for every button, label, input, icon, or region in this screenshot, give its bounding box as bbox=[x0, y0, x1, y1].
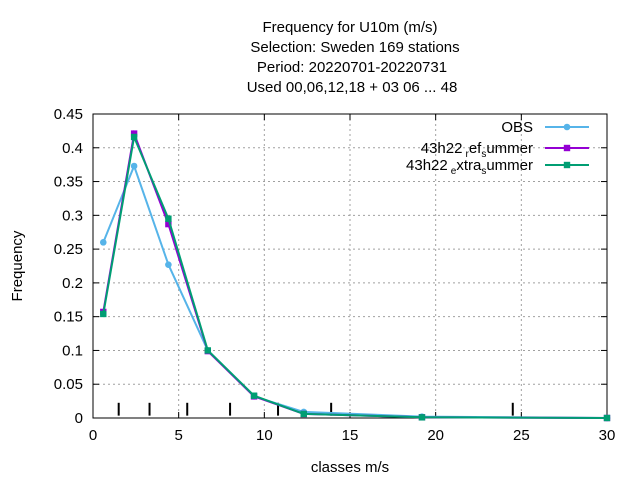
legend-label-part: ummer bbox=[486, 157, 533, 174]
title-line-4: Used 00,06,12,18 + 03 06 ... 48 bbox=[247, 79, 458, 96]
legend-label-part: 43h22 bbox=[421, 140, 463, 157]
y-tick-label: 0.1 bbox=[62, 342, 83, 359]
legend-label: OBS bbox=[501, 119, 533, 136]
data-point bbox=[165, 215, 172, 222]
legend-label-part: xtra bbox=[456, 157, 482, 174]
legend-label: 43h22 refsummer bbox=[421, 140, 533, 160]
x-axis-label: classes m/s bbox=[311, 459, 389, 476]
data-point bbox=[250, 392, 258, 399]
axes: 0 5 10 15 20 25 30 0 0.05 0.1 0.15 0.2 0.25 0.3 0.35 0.… bbox=[54, 106, 616, 444]
data-point bbox=[204, 347, 211, 354]
y-tick-label: 0.35 bbox=[54, 174, 83, 191]
legend-swatch-point bbox=[563, 161, 571, 169]
y-tick-label: 0.05 bbox=[54, 376, 83, 393]
data-point bbox=[300, 410, 307, 418]
x-tick-label: 25 bbox=[513, 427, 530, 444]
y-tick-label: 0 bbox=[75, 410, 83, 427]
data-point bbox=[130, 133, 138, 141]
legend-swatch-point bbox=[563, 144, 571, 152]
chart-title: Frequency for U10m (m/s) Selection: Swed… bbox=[247, 19, 460, 96]
series-0 bbox=[99, 162, 611, 422]
y-tick-label: 0.25 bbox=[54, 241, 83, 258]
y-tick-label: 0.4 bbox=[62, 140, 83, 157]
series-1 bbox=[100, 129, 611, 422]
x-tick-label: 30 bbox=[599, 427, 616, 444]
y-tick-label: 0.2 bbox=[62, 275, 83, 292]
legend-label: 43h22 extrasummer bbox=[406, 157, 533, 177]
y-tick-label: 0.3 bbox=[62, 207, 83, 224]
legend-label-part: ef bbox=[469, 140, 482, 157]
series-line bbox=[102, 133, 608, 419]
legend-label-part: r bbox=[465, 149, 469, 160]
title-line-1: Frequency for U10m (m/s) bbox=[262, 19, 437, 36]
series-2 bbox=[100, 133, 611, 422]
x-tick-label: 10 bbox=[256, 427, 273, 444]
legend-entry-2: 43h22 extrasummer bbox=[406, 157, 589, 177]
x-tick-label: 0 bbox=[89, 427, 97, 444]
x-tick-label: 5 bbox=[174, 427, 182, 444]
data-point bbox=[165, 220, 172, 228]
data-point bbox=[130, 130, 138, 137]
data-point bbox=[130, 162, 138, 170]
legend-label-part: 43h22 bbox=[406, 157, 448, 174]
title-line-2: Selection: Sweden 169 stations bbox=[250, 39, 459, 56]
legend-entry-0: OBS bbox=[501, 119, 589, 136]
grid-lines bbox=[93, 114, 607, 418]
data-series bbox=[99, 129, 611, 422]
title-line-3: Period: 20220701-20220731 bbox=[257, 59, 447, 76]
legend-entry-1: 43h22 refsummer bbox=[421, 140, 589, 160]
x-tick-label: 20 bbox=[427, 427, 444, 444]
data-point bbox=[100, 310, 107, 318]
legend-swatch-point bbox=[563, 123, 571, 131]
y-tick-label: 0.15 bbox=[54, 309, 83, 326]
legend-label-part: s bbox=[481, 149, 486, 160]
y-tick-label: 0.45 bbox=[54, 106, 83, 123]
data-point bbox=[165, 261, 172, 268]
legend-label-part: ummer bbox=[486, 140, 533, 157]
legend-label-part: s bbox=[481, 166, 486, 177]
data-point bbox=[99, 239, 107, 246]
data-point bbox=[603, 414, 611, 422]
x-tick-label: 15 bbox=[342, 427, 359, 444]
legend-label-part: e bbox=[451, 166, 457, 177]
y-axis-label: Frequency bbox=[9, 230, 26, 301]
data-point bbox=[418, 414, 426, 421]
